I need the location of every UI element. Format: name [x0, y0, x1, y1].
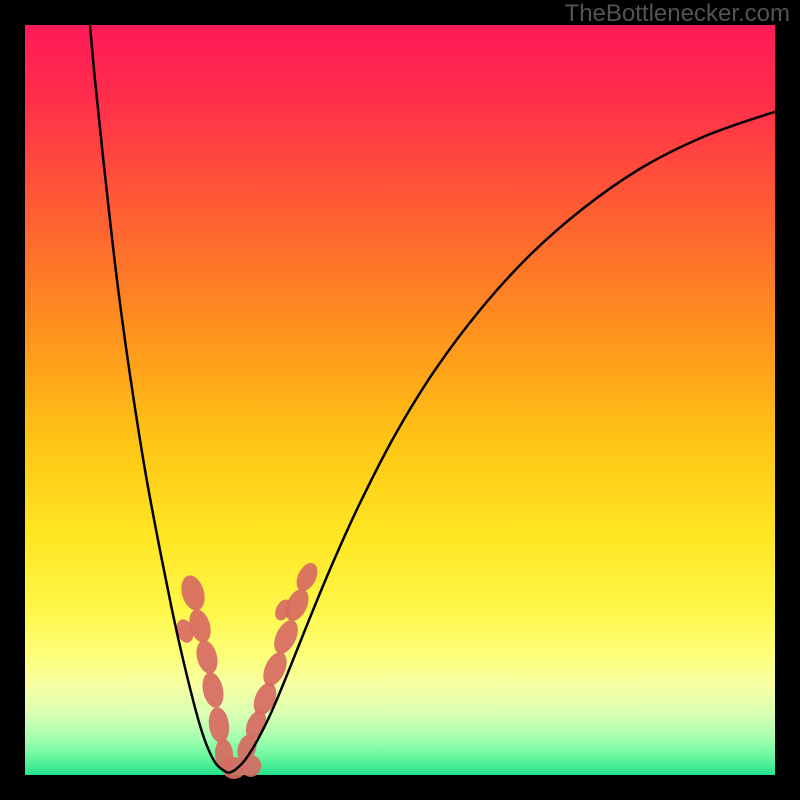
data-blob [199, 670, 226, 709]
data-blob [177, 573, 208, 614]
data-blob [292, 560, 321, 595]
chart-frame: TheBottlenecker.com [0, 0, 800, 800]
data-blob [193, 638, 221, 676]
data-blob [207, 706, 232, 744]
credit-label: TheBottlenecker.com [565, 0, 790, 28]
plot-area [25, 25, 775, 775]
data-blob [259, 648, 292, 689]
curve-right [228, 105, 800, 773]
curves-layer [25, 25, 775, 775]
data-blobs [174, 560, 322, 779]
